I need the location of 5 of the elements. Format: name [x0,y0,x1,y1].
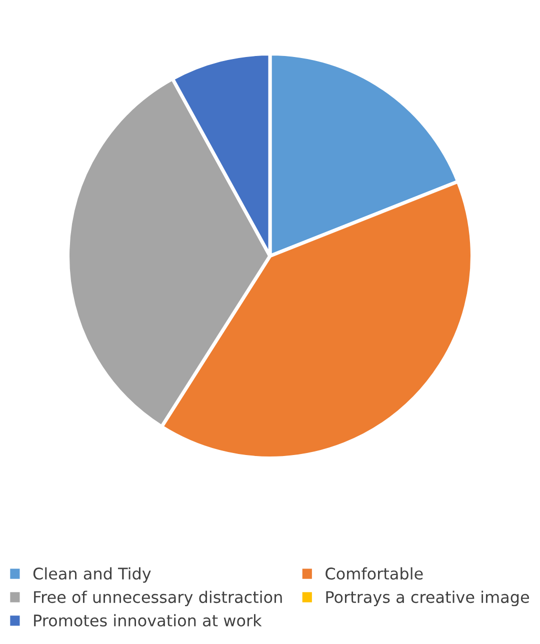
legend-label: Portrays a creative image [326,590,529,606]
legend-label: Clean and Tidy [33,567,151,583]
legend-label: Free of unnecessary distraction [34,590,282,606]
legend-label: Comfortable [326,567,423,580]
legend-label: Promotes innovation at work [34,614,262,627]
